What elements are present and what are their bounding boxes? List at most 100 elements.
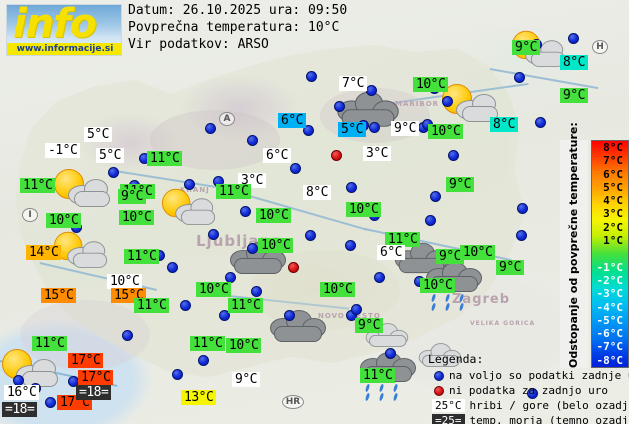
road-shield-icon: HR <box>282 395 304 409</box>
temperature-label: 10°C <box>196 282 232 297</box>
station-marker[interactable] <box>369 122 380 133</box>
station-marker[interactable] <box>346 182 357 193</box>
temperature-label: 9°C <box>436 249 464 264</box>
station-marker[interactable] <box>448 150 459 161</box>
temperature-label: 15°C <box>41 288 77 303</box>
temperature-label: 9°C <box>496 260 524 275</box>
station-marker-nodata[interactable] <box>331 150 342 161</box>
temperature-label: 5°C <box>96 148 124 163</box>
station-marker[interactable] <box>527 388 538 399</box>
color-scale-tick: -6°C <box>596 327 624 341</box>
temperature-label: 5°C <box>84 127 112 142</box>
rain-drop-icon <box>364 392 371 402</box>
temperature-label: 5°C <box>338 122 366 137</box>
temperature-label: 10°C <box>46 213 82 228</box>
station-marker[interactable] <box>303 125 314 136</box>
temperature-label: 11°C <box>134 298 170 313</box>
temperature-label: 9°C <box>512 40 540 55</box>
sun-cloud-icon <box>52 228 120 276</box>
station-marker[interactable] <box>374 272 385 283</box>
color-scale-tick: 3°C <box>603 207 623 221</box>
temperature-label: 10°C <box>413 77 449 92</box>
station-marker[interactable] <box>345 240 356 251</box>
station-marker[interactable] <box>517 203 528 214</box>
logo-url: www.informacije.si <box>7 43 121 55</box>
legend-row: 25°C hribi / gore (belo ozadje) <box>428 398 629 413</box>
station-marker[interactable] <box>247 243 258 254</box>
station-marker[interactable] <box>108 167 119 178</box>
temperature-label: 11°C <box>190 336 226 351</box>
cloud-light-icon <box>417 338 478 381</box>
station-marker[interactable] <box>568 33 579 44</box>
station-marker[interactable] <box>334 101 345 112</box>
station-marker[interactable] <box>284 310 295 321</box>
temperature-label: 9°C <box>355 318 383 333</box>
station-marker[interactable] <box>306 71 317 82</box>
station-marker[interactable] <box>305 230 316 241</box>
sun-cloud-icon <box>160 185 228 233</box>
temperature-label: 9°C <box>232 372 260 387</box>
rain-drop-icon <box>430 293 437 303</box>
station-marker[interactable] <box>240 206 251 217</box>
temperature-label: 9°C <box>118 189 146 204</box>
station-marker[interactable] <box>172 369 183 380</box>
temperature-label: 8°C <box>560 55 588 70</box>
station-marker-nodata[interactable] <box>288 262 299 273</box>
station-marker[interactable] <box>535 117 546 128</box>
station-marker[interactable] <box>205 123 216 134</box>
station-marker[interactable] <box>180 300 191 311</box>
color-scale-tick: 8°C <box>603 141 623 154</box>
rain-drop-icon <box>392 392 399 402</box>
station-marker[interactable] <box>167 262 178 273</box>
temperature-label: 7°C <box>339 76 367 91</box>
legend-row-text: na voljo so podatki zadnje ure <box>449 369 629 382</box>
temperature-label: 11°C <box>360 368 396 383</box>
temperature-label: 11°C <box>124 249 160 264</box>
color-scale-tick: 6°C <box>603 167 623 181</box>
temperature-label: 10°C <box>428 124 464 139</box>
temperature-label: 10°C <box>460 245 496 260</box>
station-marker[interactable] <box>442 96 453 107</box>
temperature-label: 9°C <box>446 177 474 192</box>
temperature-label: 10°C <box>119 210 155 225</box>
legend-row: =25= temp. morja (temno ozadje) <box>428 413 629 424</box>
station-marker[interactable] <box>247 135 258 146</box>
station-marker[interactable] <box>516 230 527 241</box>
rain-drop-icon <box>378 383 385 393</box>
temperature-label: 3°C <box>363 146 391 161</box>
color-scale-tick: 4°C <box>603 194 623 208</box>
station-marker[interactable] <box>219 310 230 321</box>
temperature-label: 16°C <box>4 385 40 400</box>
station-marker[interactable] <box>198 355 209 366</box>
header-info: Datum: 26.10.2025 ura: 09:50 Povprečna t… <box>128 2 347 53</box>
header-average-temp: Povprečna temperatura: 10°C <box>128 20 340 35</box>
informacije-logo[interactable]: info www.informacije.si <box>6 4 122 56</box>
station-marker[interactable] <box>184 179 195 190</box>
station-marker[interactable] <box>351 304 362 315</box>
station-marker[interactable] <box>430 191 441 202</box>
station-marker[interactable] <box>45 397 56 408</box>
rain-drop-icon <box>444 293 451 303</box>
legend-row: na voljo so podatki zadnje ure <box>428 368 629 383</box>
temperature-label: 11°C <box>32 336 68 351</box>
color-scale-tick: 1°C <box>603 234 623 248</box>
temperature-label: 10°C <box>256 208 292 223</box>
station-marker[interactable] <box>385 348 396 359</box>
temperature-label: 11°C <box>20 178 56 193</box>
legend-row-text: temp. morja (temno ozadje) <box>469 414 629 424</box>
temperature-label: 10°C <box>258 238 294 253</box>
station-marker[interactable] <box>425 215 436 226</box>
temperature-label: 10°C <box>107 274 143 289</box>
temperature-label: 11°C <box>216 184 252 199</box>
station-marker[interactable] <box>290 163 301 174</box>
station-marker[interactable] <box>366 85 377 96</box>
station-marker[interactable] <box>122 330 133 341</box>
color-scale-tick: -1°C <box>596 260 624 274</box>
station-marker[interactable] <box>208 229 219 240</box>
temperature-label: 11°C <box>147 151 183 166</box>
station-marker[interactable] <box>251 286 262 297</box>
legend-row-text: ni podatka za zadnjo uro <box>449 384 608 397</box>
station-marker[interactable] <box>514 72 525 83</box>
legend-rows: na voljo so podatki zadnje ure ni podatka… <box>428 368 629 424</box>
